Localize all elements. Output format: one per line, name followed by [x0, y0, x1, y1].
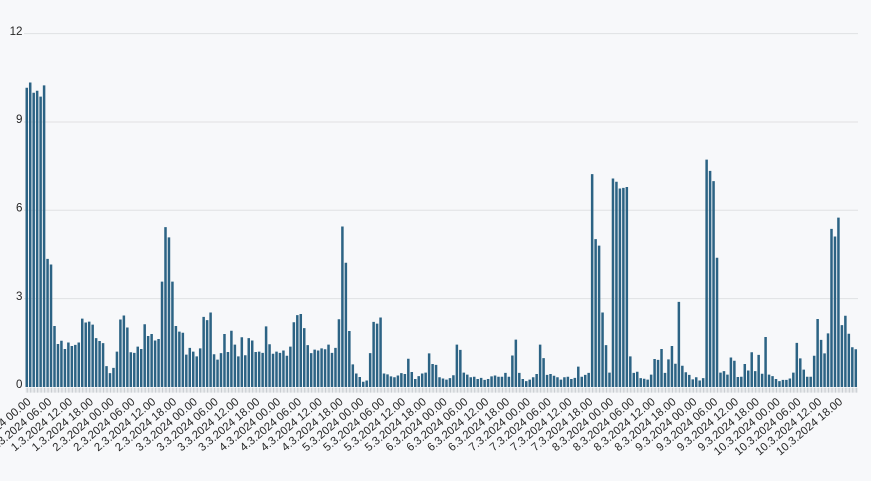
svg-text:9: 9: [16, 113, 22, 126]
svg-text:3: 3: [16, 290, 22, 303]
svg-text:6: 6: [16, 202, 22, 215]
svg-text:12: 12: [10, 25, 23, 38]
svg-text:0: 0: [16, 378, 22, 391]
